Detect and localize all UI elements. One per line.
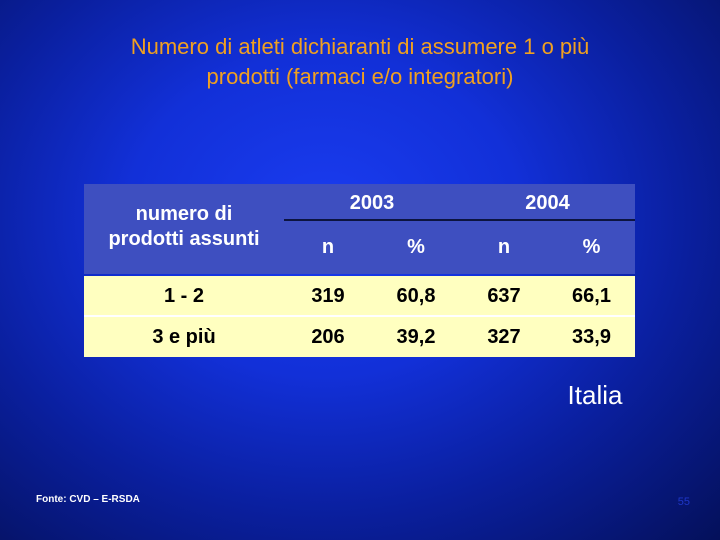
row-header-line-2: prodotti assunti: [108, 228, 260, 250]
table-row: 1 - 2 319 60,8 637 66,1: [84, 276, 635, 316]
table-header: numero di prodotti assunti 2003 2004 n %…: [84, 184, 635, 274]
cell-value: 33,9: [572, 326, 611, 348]
cell-value: 327: [487, 326, 521, 348]
cell-value: 637: [487, 285, 521, 307]
year-header-2003: 2003: [349, 192, 395, 214]
subheader-percent-2003: %: [407, 236, 425, 258]
row-header: numero di prodotti assunti: [84, 202, 284, 252]
cell-value: 206: [311, 326, 345, 348]
data-table: numero di prodotti assunti 2003 2004 n %…: [84, 184, 635, 357]
subheader-n-2004: n: [497, 236, 511, 258]
cell-value: 66,1: [572, 285, 611, 307]
slide-title-line-2: prodotti (farmaci e/o integratori): [206, 64, 514, 89]
region-label: Italia: [567, 380, 623, 410]
header-divider: [284, 219, 635, 221]
row-label: 1 - 2: [163, 285, 205, 307]
row-divider: [84, 315, 635, 317]
cell-value: 319: [311, 285, 345, 307]
year-header-2004: 2004: [525, 192, 570, 214]
cell-value: 39,2: [396, 326, 436, 348]
row-label: 3 e più: [152, 326, 216, 348]
row-header-line-1: numero di: [135, 203, 233, 225]
slide-title-line-1: Numero di atleti dichiaranti di assumere…: [130, 34, 590, 59]
slide-title: Numero di atleti dichiaranti di assumere…: [0, 32, 720, 92]
table-row: 3 e più 206 39,2 327 33,9: [84, 317, 635, 357]
subheader-n-2003: n: [321, 236, 335, 258]
source-note: Fonte: CVD – E-RSDA: [36, 494, 140, 505]
subheader-percent-2004: %: [582, 236, 601, 258]
cell-value: 60,8: [396, 285, 436, 307]
page-number: 55: [677, 496, 690, 508]
